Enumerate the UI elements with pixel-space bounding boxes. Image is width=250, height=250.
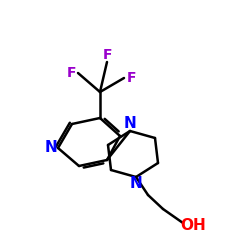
Text: F: F: [102, 48, 112, 62]
Text: F: F: [66, 66, 76, 80]
Text: N: N: [130, 176, 142, 192]
Text: OH: OH: [180, 218, 206, 232]
Text: F: F: [126, 71, 136, 85]
Text: N: N: [44, 140, 58, 156]
Text: N: N: [124, 116, 136, 132]
